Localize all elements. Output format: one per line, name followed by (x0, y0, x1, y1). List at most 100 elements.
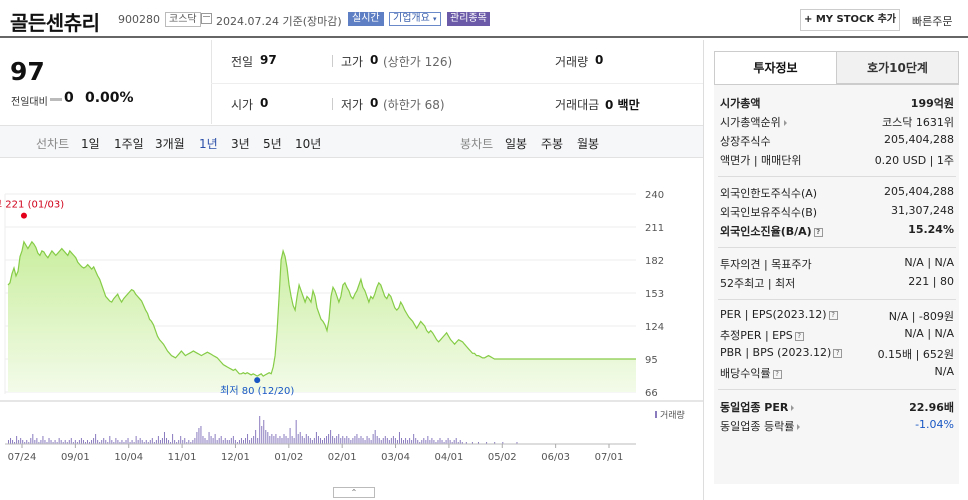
volume-bar (54, 440, 56, 444)
max-point (20, 212, 27, 219)
volume-bar (253, 436, 255, 444)
x-tick-label: 01/02 (274, 452, 303, 463)
help-icon[interactable]: ? (833, 348, 843, 358)
period-1w[interactable]: 1주일 (114, 137, 144, 151)
volume-bar (459, 440, 461, 444)
volume-bar (281, 438, 283, 444)
volume-bar (125, 440, 127, 444)
help-icon[interactable]: ? (813, 227, 823, 237)
volume-bar (271, 434, 273, 444)
candle-monthly[interactable]: 월봉 (577, 137, 600, 151)
tab-investment-info[interactable]: 투자정보 (714, 51, 837, 84)
volume-bar (380, 440, 382, 444)
volume-bar (295, 420, 297, 444)
volume-bar (502, 442, 504, 444)
volume-bar (344, 438, 346, 444)
volume-bar (52, 442, 54, 444)
volume-bar (461, 442, 463, 444)
prev-close-label: 전일 (231, 55, 254, 69)
volume-bar (287, 438, 289, 444)
volume-bar (374, 430, 376, 444)
volume-bar (119, 442, 121, 444)
volume-bar (91, 440, 93, 444)
sector-per-value: 22.96배 (909, 401, 954, 414)
divider (718, 176, 956, 177)
volume-bar (224, 438, 226, 444)
help-icon[interactable]: ? (794, 331, 804, 341)
y-tick-label: 240 (645, 190, 664, 201)
volume-bar (192, 440, 194, 444)
help-icon[interactable]: ? (828, 310, 838, 320)
chevron-right-icon (783, 120, 787, 126)
min-label: 최저 80 (12/20) (220, 385, 294, 397)
volume-bar (299, 432, 301, 444)
volume-bar (32, 434, 34, 444)
volume-bar (240, 438, 242, 444)
stock-code: 900280 (118, 13, 160, 26)
x-tick-label: 11/01 (168, 452, 197, 463)
base-date: 2024.07.24 기준(장마감) (216, 15, 342, 28)
period-1y[interactable]: 1년 (199, 137, 218, 151)
volume-bar (330, 430, 332, 444)
volume-bar (324, 438, 326, 444)
market-rank-row[interactable]: 시가총액순위 코스닥 1631위 (720, 114, 954, 132)
volume-bar (251, 438, 253, 444)
divider (332, 98, 333, 110)
period-3y[interactable]: 3년 (231, 137, 250, 151)
volume-bar (360, 436, 362, 444)
volume-bar (62, 442, 64, 444)
volume-bar (176, 442, 178, 444)
collapse-chart-button[interactable]: ⌃ (333, 487, 375, 498)
sector-per-row[interactable]: 동일업종 PER 22.96배 (720, 399, 954, 417)
volume-bar (8, 440, 9, 444)
quick-order-button[interactable]: 빠른주문 (912, 15, 953, 28)
volume-bar (409, 438, 411, 444)
candle-weekly[interactable]: 주봉 (541, 137, 564, 151)
tab-orderbook[interactable]: 호가10단계 (836, 51, 959, 84)
chevron-right-icon (791, 405, 795, 411)
period-5y[interactable]: 5년 (263, 137, 282, 151)
period-1d[interactable]: 1일 (81, 137, 100, 151)
volume-bar (431, 438, 433, 444)
volume-bar (364, 440, 366, 444)
volume-bar (202, 436, 204, 444)
week52-row: 52주최고 | 최저 221 | 80 (720, 275, 954, 293)
volume-bar (245, 438, 247, 444)
chart-period-bar: 선차트 1일 1주일 3개월 1년 3년 5년 10년 봉차트 일봉 주봉 월봉 (0, 125, 703, 158)
help-icon[interactable]: ? (772, 369, 782, 379)
market-cap-label: 시가총액 (720, 97, 761, 110)
realtime-button[interactable]: 실시간 (348, 12, 384, 26)
volume-bar (212, 438, 214, 444)
volume-bar (249, 440, 251, 444)
volume-bar (78, 440, 80, 444)
sector-change-value: -1.04% (915, 418, 954, 431)
line-chart-label: 선차트 (36, 137, 70, 151)
y-tick-label: 211 (645, 223, 664, 234)
volume-bar (257, 438, 259, 444)
market-rank-value: 코스닥 1631위 (882, 116, 954, 129)
company-overview-label: 기업개요 (393, 13, 430, 24)
volume-bar (309, 438, 311, 444)
volume-bar (255, 430, 257, 444)
volume-bar (342, 436, 344, 444)
volume-bar (445, 440, 447, 444)
volume-bar (22, 440, 24, 444)
per-value: N/A | -809원 (888, 310, 954, 323)
candle-daily[interactable]: 일봉 (505, 137, 528, 151)
market-rank-label: 시가총액순위 (720, 116, 781, 129)
investment-info-panel: 투자정보 호가10단계 시가총액 199억원 시가총액순위 코스닥 1631위 상장… (703, 40, 968, 500)
sector-change-row[interactable]: 동일업종 등락률 -1.04% (720, 418, 954, 436)
volume-bar (465, 442, 467, 444)
volume-bar (26, 440, 28, 444)
volume-bar (425, 440, 427, 444)
per-label: PER | EPS(2023.12) (720, 308, 827, 321)
volume-bar (332, 436, 334, 444)
period-10y[interactable]: 10년 (295, 137, 322, 151)
volume-bar (269, 436, 271, 444)
volume-bar (378, 438, 380, 444)
period-3m[interactable]: 3개월 (155, 137, 185, 151)
company-overview-dropdown[interactable]: 기업개요 ▾ (389, 12, 441, 26)
add-my-stock-button[interactable]: + MY STOCK 추가 (800, 9, 900, 31)
volume-bar (423, 438, 425, 444)
foreign-limit-value: 205,404,288 (884, 185, 954, 198)
